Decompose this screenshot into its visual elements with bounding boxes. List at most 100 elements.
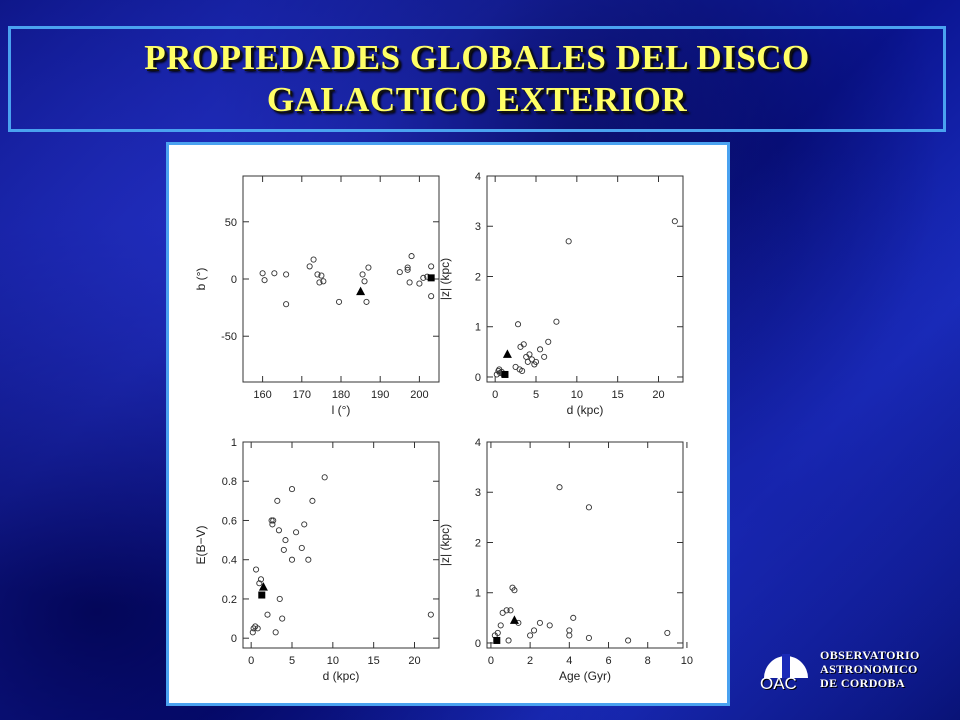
data-point-circle [396, 269, 403, 276]
data-point-square [493, 636, 501, 644]
x-tick-label: 0 [492, 389, 498, 401]
y-tick-label: 2 [475, 271, 481, 283]
x-tick-label: 5 [533, 389, 539, 401]
y-tick-label: 0 [231, 633, 237, 645]
data-point-circle [274, 497, 281, 504]
data-point-circle [305, 556, 312, 563]
data-point-circle [671, 218, 678, 225]
data-point-circle [420, 274, 427, 281]
data-point-circle [566, 632, 573, 639]
y-axis-label: |z| (kpc) [438, 524, 452, 566]
data-point-square [258, 591, 266, 599]
data-point-circle [288, 486, 296, 493]
data-point-circle [530, 627, 538, 634]
y-tick-label: 1 [475, 588, 481, 600]
observatory-dome-icon [764, 654, 808, 678]
figure-panel: 160 170 180 190 200 -50 0 50 l (°) b (°) 0 5 10 15 20 0… [166, 142, 730, 706]
y-tick-label: 0.8 [222, 476, 237, 488]
y-tick-label: 4 [475, 437, 481, 449]
data-point-circle [293, 529, 300, 536]
x-tick-label: 6 [605, 655, 611, 667]
y-tick-label: 0.2 [222, 594, 237, 606]
data-point-circle [276, 595, 283, 603]
x-tick-label: 15 [368, 655, 380, 667]
y-axis-label: E(B−V) [194, 525, 208, 564]
data-point-circle [511, 587, 518, 594]
logo-line-2: ASTRONOMICO [820, 662, 918, 676]
x-tick-label: 5 [289, 655, 295, 667]
data-point-circle [259, 270, 266, 277]
y-tick-label: 50 [225, 217, 237, 229]
plot-frame [242, 175, 440, 383]
data-point-circle [507, 607, 514, 614]
data-point-circle [526, 351, 533, 358]
data-point-circle [361, 278, 368, 285]
x-tick-label: 180 [332, 389, 350, 401]
logo-abbreviation: OAC [760, 674, 797, 693]
oac-logo: OAC OBSERVATORIO ASTRONOMICO DE CORDOBA [756, 644, 946, 704]
data-point-circle [283, 301, 290, 308]
data-point-circle [556, 484, 563, 491]
slide-title-box: PROPIEDADES GLOBALES DEL DISCO GALACTICO… [8, 26, 946, 132]
x-tick-label: 10 [571, 389, 583, 401]
data-point-circle [503, 607, 510, 614]
x-axis-label: Age (Gyr) [559, 669, 611, 683]
x-tick-label: 2 [527, 655, 533, 667]
data-point-circle [404, 266, 411, 273]
x-tick-label: 0 [488, 655, 494, 667]
data-point-triangle [509, 615, 519, 624]
x-tick-label: 200 [410, 389, 428, 401]
data-point-circle [541, 353, 548, 360]
y-tick-label: 0 [475, 638, 481, 650]
data-point-circle [256, 580, 263, 587]
x-tick-label: 4 [566, 655, 572, 667]
y-tick-label: 3 [475, 221, 481, 233]
data-point-circle [261, 277, 268, 284]
data-point-circle [298, 544, 305, 551]
data-point-triangle [356, 286, 366, 296]
data-point-circle [316, 279, 323, 286]
slide-title-line-2: GALACTICO EXTERIOR [266, 80, 688, 119]
slide-title-line-1: PROPIEDADES GLOBALES DEL DISCO [144, 38, 810, 77]
x-tick-label: 20 [652, 389, 664, 401]
data-point-circle [428, 263, 435, 270]
data-point-circle [514, 321, 522, 328]
data-point-circle [404, 264, 411, 271]
x-axis-label: d (kpc) [323, 669, 360, 683]
y-axis-label: b (°) [194, 268, 208, 291]
y-tick-label: 2 [475, 537, 481, 549]
data-point-circle [505, 637, 512, 644]
logo-line-1: OBSERVATORIO [820, 648, 920, 662]
logo-line-3: DE CORDOBA [820, 676, 906, 690]
data-point-circle [301, 521, 308, 528]
data-point-circle [280, 546, 287, 553]
data-point-square [501, 370, 509, 378]
data-point-circle [536, 619, 543, 626]
data-point-circle [272, 629, 279, 636]
data-point-circle [264, 611, 271, 618]
data-point-circle [288, 556, 296, 563]
data-point-circle [268, 517, 275, 524]
data-point-circle [270, 517, 277, 524]
data-point-circle [406, 279, 413, 286]
x-tick-label: 10 [327, 655, 339, 667]
data-point-circle [585, 634, 592, 642]
data-point-circle [566, 627, 573, 634]
y-tick-label: 3 [475, 487, 481, 499]
x-axis-label: l (°) [332, 403, 351, 417]
x-tick-label: 190 [371, 389, 389, 401]
data-point-circle [365, 264, 372, 271]
data-point-circle [250, 625, 257, 632]
data-point-circle [282, 537, 289, 544]
data-point-circle [335, 298, 343, 305]
y-tick-label: 0.6 [222, 515, 237, 527]
x-tick-label: 160 [253, 389, 271, 401]
data-point-circle [497, 622, 504, 629]
data-point-circle [254, 625, 261, 632]
y-tick-label: 0 [231, 274, 237, 286]
data-point-circle [306, 263, 313, 270]
y-tick-label: 0 [475, 372, 481, 384]
data-point-circle [570, 614, 577, 621]
data-point-circle [408, 253, 415, 260]
data-point-circle [527, 632, 534, 639]
